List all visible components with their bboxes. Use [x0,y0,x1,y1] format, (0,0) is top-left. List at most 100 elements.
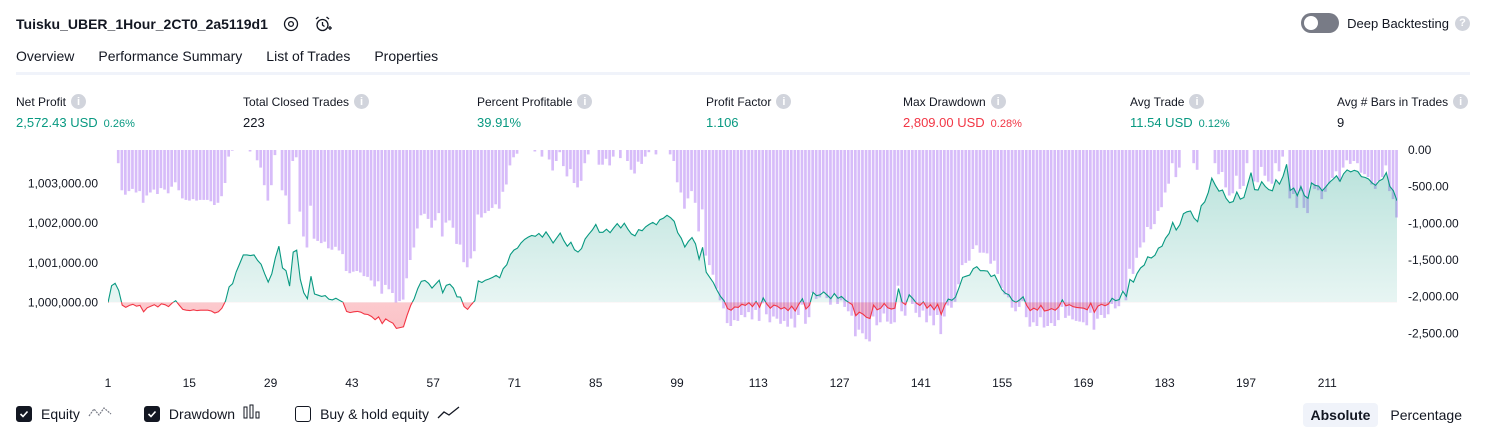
drawdown-bar [1049,150,1053,324]
metric-percent: 0.26% [103,118,135,130]
x-axis-tick: 15 [183,376,197,390]
drawdown-bar [216,150,220,203]
drawdown-bar [772,150,775,317]
drawdown-bar [419,150,423,216]
y-axis-left-tick: 1,001,000.00 [28,256,98,270]
drawdown-bar [205,150,209,200]
drawdown-bar [141,150,145,203]
drawdown-bar [839,150,843,301]
drawdown-bar [373,150,376,287]
help-icon[interactable]: ? [1455,15,1470,31]
drawdown-bar [1113,150,1117,309]
drawdown-bar [1295,150,1299,208]
help-icon[interactable]: i [354,94,370,109]
help-icon[interactable]: i [1453,94,1469,109]
drawdown-bar [152,150,156,190]
y-axis-left-tick: 1,000,000.00 [28,295,98,309]
drawdown-bar [1345,150,1349,161]
tab-overview[interactable]: Overview [16,48,75,74]
drawdown-bar [846,150,850,312]
drawdown-bar [184,150,188,200]
drawdown-bar [978,150,982,253]
metric-profit-factor: Profit Factor i 1.106 [706,94,792,130]
y-axis-left-tick: 1,002,000.00 [28,216,98,230]
drawdown-bar [1220,150,1224,172]
drawdown-bar [487,150,490,211]
drawdown-bar [262,150,266,186]
drawdown-bar [1135,150,1138,258]
drawdown-bar [861,150,864,334]
drawdown-bar [1081,150,1085,323]
drawdown-bar [512,150,515,158]
equity-line-icon [88,404,112,423]
equity-checkbox[interactable] [16,405,32,422]
drawdown-bar [950,150,953,308]
drawdown-bar [131,150,134,189]
legend-buy-hold[interactable]: Buy & hold equity [295,404,461,423]
drawdown-bar [743,150,747,318]
drawdown-bar [629,150,633,170]
report-tabs: Overview Performance Summary List of Tra… [16,48,462,74]
deep-backtesting-label: Deep Backtesting [1347,15,1449,31]
help-icon[interactable]: i [71,94,87,109]
drawdown-bar [1363,150,1366,175]
percentage-button[interactable]: Percentage [1390,407,1462,423]
drawdown-bar [946,150,950,306]
drawdown-bar [1024,150,1028,318]
drawdown-bar [159,150,163,189]
equity-drawdown-chart[interactable]: 1,003,000.00 1,002,000.00 1,001,000.00 1,00… [0,140,1486,395]
legend-drawdown[interactable]: Drawdown [143,404,263,423]
help-icon[interactable]: i [1189,94,1205,109]
legend-equity[interactable]: Equity [16,404,112,423]
drawdown-bar [1281,150,1284,157]
drawdown-bar [850,150,854,316]
add-alert-icon[interactable] [314,15,332,33]
drawdown-bar [871,150,875,317]
strategy-header: Tuisku_UBER_1Hour_2CT0_2a5119d1 [16,12,332,36]
drawdown-bar [1263,150,1267,176]
drawdown-bar [255,150,259,161]
drawdown-bar [1224,150,1227,188]
drawdown-bar [643,150,647,157]
drawdown-bar [508,150,512,166]
drawdown-bar [1146,150,1149,227]
drawdown-bar [440,150,444,237]
drawdown-bar [177,150,181,191]
help-icon[interactable]: i [990,94,1006,109]
drawdown-bar [149,150,152,193]
drawdown-bar [1003,150,1007,295]
deep-backtesting-toggle[interactable] [1301,13,1340,33]
drawdown-bar [697,150,700,232]
x-axis-tick: 29 [264,376,278,390]
drawdown-bar [918,150,921,318]
drawdown-bar [426,150,430,219]
tab-properties[interactable]: Properties [374,48,439,64]
drawdown-bar [886,150,889,322]
drawdown-bar [259,150,262,168]
settings-icon[interactable] [282,15,300,33]
drawdown-bar [330,150,334,250]
help-icon[interactable]: i [776,94,792,109]
x-axis-tick: 85 [589,376,603,390]
drawdown-bar [266,150,270,201]
help-icon[interactable]: i [577,94,593,109]
legend-buy-hold-label: Buy & hold equity [320,405,430,422]
drawdown-bar [1149,150,1153,230]
drawdown-bar [444,150,448,223]
drawdown-bar [1053,150,1057,326]
drawdown-checkbox[interactable] [143,405,160,422]
drawdown-bar [992,150,996,261]
drawdown-bar [540,150,544,157]
drawdown-bars-icon [243,404,263,423]
tab-performance-summary[interactable]: Performance Summary [98,48,243,64]
drawdown-bar [740,150,743,315]
drawdown-bar [1348,150,1352,164]
drawdown-bar [1252,150,1256,182]
absolute-button[interactable]: Absolute [1302,403,1379,427]
metric-percent: 0.12% [1198,118,1230,130]
drawdown-bar [412,150,416,248]
tab-list-of-trades[interactable]: List of Trades [266,48,351,64]
buy-hold-checkbox[interactable] [295,405,312,422]
drawdown-bar [213,150,216,205]
drawdown-bar [497,150,501,209]
